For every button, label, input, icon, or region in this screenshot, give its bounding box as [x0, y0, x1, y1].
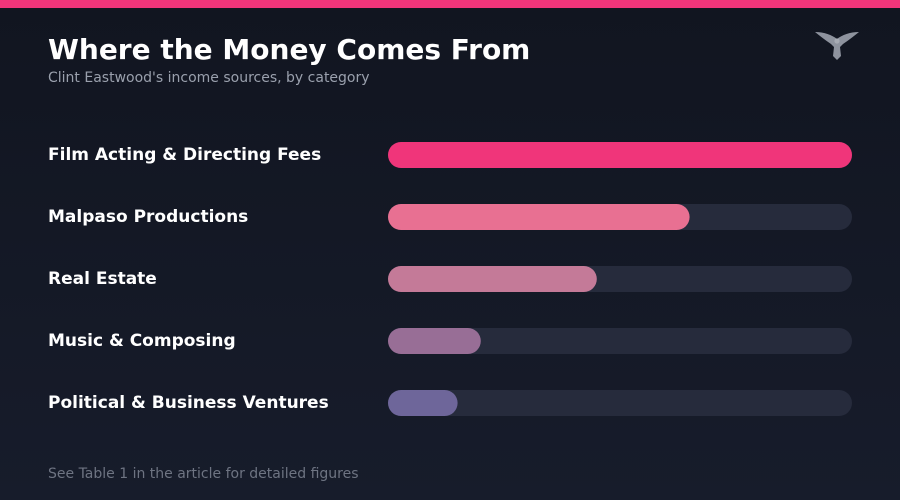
- eagle-icon: [815, 32, 859, 60]
- page-subtitle: Clint Eastwood's income sources, by cate…: [48, 70, 370, 86]
- category-label: Film Acting & Directing Fees: [48, 145, 321, 165]
- bar: [388, 142, 852, 168]
- category-label: Malpaso Productions: [48, 207, 248, 227]
- bar-track: [388, 390, 852, 416]
- page-title: Where the Money Comes From: [48, 33, 531, 66]
- category-label: Real Estate: [48, 269, 157, 289]
- bar: [388, 390, 458, 416]
- footer-note: See Table 1 in the article for detailed …: [48, 466, 359, 482]
- bar: [388, 266, 597, 292]
- bar: [388, 204, 690, 230]
- category-label: Music & Composing: [48, 331, 236, 351]
- top-accent-bar: [0, 0, 900, 8]
- category-label: Political & Business Ventures: [48, 393, 329, 413]
- bar-track: [388, 328, 852, 354]
- bar: [388, 328, 481, 354]
